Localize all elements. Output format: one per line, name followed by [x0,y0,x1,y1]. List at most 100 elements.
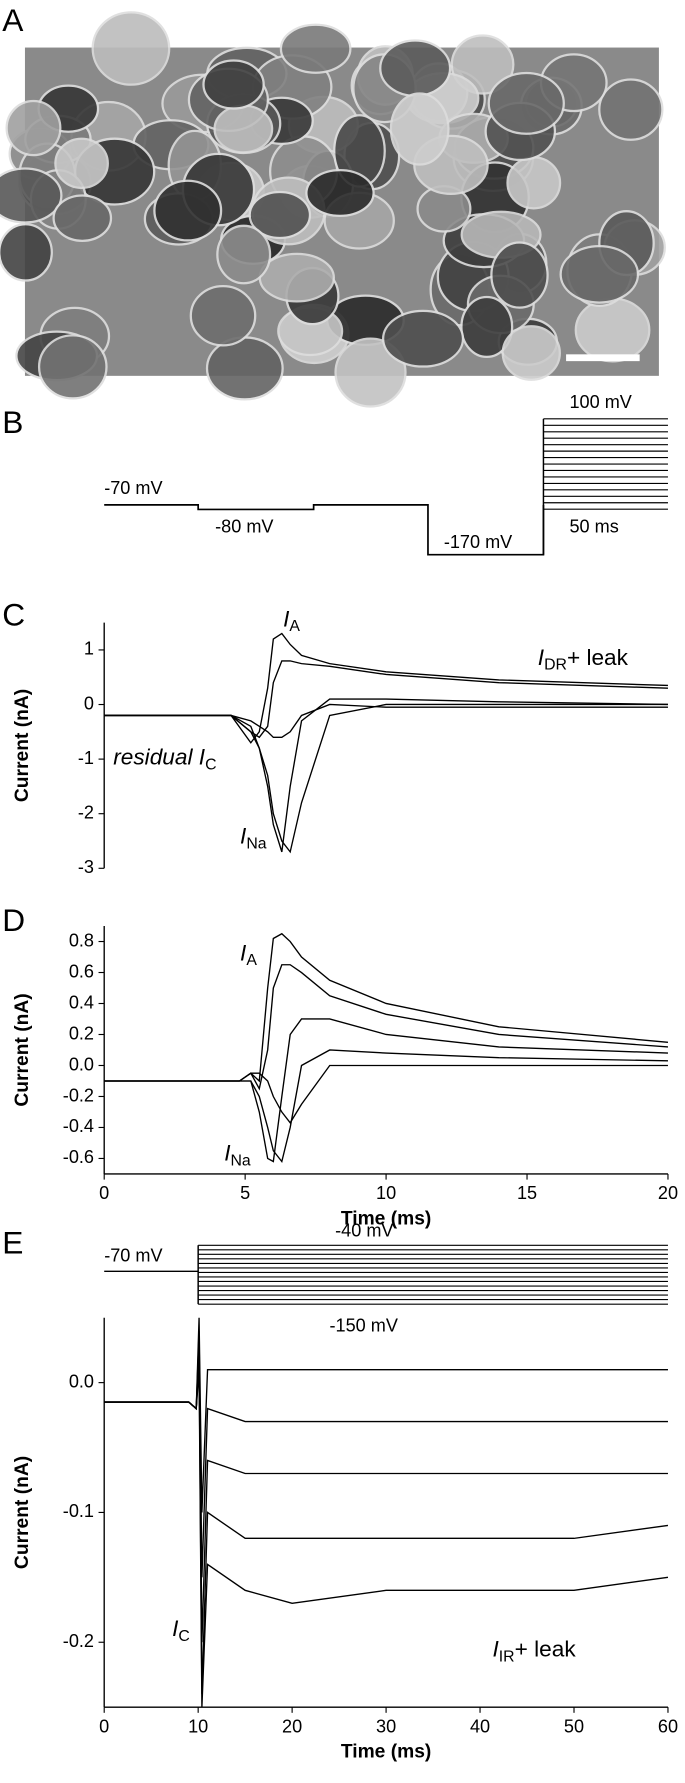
cell [490,241,549,309]
y-axis-title: Current (nA) [12,993,33,1106]
annotation-sub: Na [230,1153,250,1170]
x-tick-label: 5 [240,1183,250,1203]
x-tick-label: 10 [188,1716,208,1736]
cell [379,39,452,98]
cell [487,71,565,135]
trace [104,698,668,853]
y-tick-label: 0.2 [69,1023,94,1043]
y-tick-label: -0.2 [63,1085,94,1105]
y-tick-label: -0.2 [63,1631,94,1651]
x-tick-label: 20 [658,1183,678,1203]
protocol-e-steps [197,1244,668,1305]
annotation: IIR+ leak [492,1637,576,1666]
trace [104,632,668,744]
y-tick-label: 0.0 [69,1054,94,1074]
cell [574,297,651,363]
annotation-main: I [240,940,247,965]
cell [279,23,352,74]
annotation-sub: A [246,952,257,969]
cell [305,169,375,218]
y-tick-label: -1 [78,748,94,768]
cell [213,104,274,154]
trace [104,1369,669,1708]
annotation-sub: IR [499,1649,515,1666]
x-tick-label: 40 [470,1716,490,1736]
annotation-main: residual I [113,744,206,769]
cell [5,99,62,157]
annotation: IC [172,1616,190,1645]
panel-a-photo [0,11,666,408]
annotation: IDR+ leak [538,645,629,674]
cell [334,337,407,408]
x-axis-title: Time (ms) [341,1208,432,1229]
cell [598,78,664,141]
annotation-main: I [538,645,545,670]
y-tick-label: -3 [78,857,94,877]
y-tick-label: -0.4 [63,1116,94,1136]
y-tick-label: -0.6 [63,1147,94,1167]
x-tick-label: 15 [517,1183,537,1203]
trace [104,964,669,1091]
annotation: INa [224,1141,251,1170]
annotation-main: I [492,1637,499,1662]
protocol-label: -80 mV [215,516,273,536]
trace [104,1049,668,1164]
trace [104,1330,668,1578]
cell [460,295,514,359]
y-tick-label: 0 [84,693,94,713]
trace [104,703,668,738]
protocol-label: 50 ms [569,516,618,536]
y-tick-label: 0.8 [69,930,94,950]
protocol-label: -70 mV [104,1245,162,1265]
x-tick-label: 0 [99,1716,109,1736]
annotation-sub: C [205,756,216,773]
cell [559,244,640,304]
cell [52,194,113,242]
cell [0,223,53,282]
y-axis-title: Current (nA) [12,689,33,802]
cell [258,252,335,303]
y-tick-label: -2 [78,802,94,822]
y-tick-label: 0.6 [69,961,94,981]
x-axis-title: Time (ms) [341,1742,432,1763]
protocol-label: -170 mV [444,532,512,552]
x-tick-label: 50 [564,1716,584,1736]
trace [104,1317,668,1513]
cell [248,190,312,240]
trace [104,1343,668,1643]
protocol-label: -150 mV [329,1316,397,1336]
annotation: IA [283,606,300,635]
annotation-sub: Na [246,836,266,853]
annotation-main: I [172,1616,179,1641]
protocol-b-steps [542,418,668,555]
trace [104,703,668,854]
protocol-b [104,504,545,556]
scale-bar [566,354,640,362]
y-tick-label: 0.0 [69,1371,94,1391]
protocol-label: -70 mV [104,478,162,498]
panel-label: E [2,1225,23,1261]
x-tick-label: 60 [658,1716,678,1736]
annotation: IA [240,940,257,969]
y-tick-label: 1 [84,639,94,659]
y-tick-label: -0.1 [63,1501,94,1521]
annotation-main: I [283,606,290,631]
x-tick-label: 10 [376,1183,396,1203]
x-tick-label: 20 [282,1716,302,1736]
cell [205,336,284,401]
protocol-label: 100 mV [569,392,631,412]
protocol-label: -40 mV [335,1220,393,1240]
cell [216,224,272,285]
cell [389,92,450,166]
annotation: residual IC [113,744,216,773]
x-tick-label: 0 [99,1183,109,1203]
annotation-sub: A [289,618,300,635]
annotation-main: I [240,824,247,849]
cell [37,334,108,400]
panel-label: C [2,596,25,632]
annotation: INa [240,824,267,853]
cell [91,11,171,86]
trace [104,1064,668,1124]
cell [506,156,562,210]
x-tick-label: 30 [376,1716,396,1736]
